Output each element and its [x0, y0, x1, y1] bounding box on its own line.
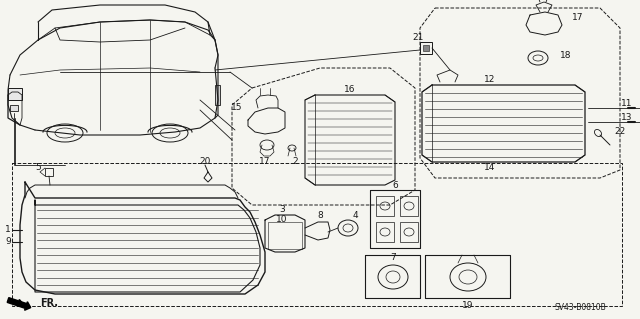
- Text: 5: 5: [35, 164, 41, 173]
- Text: 1: 1: [5, 225, 11, 234]
- Text: 12: 12: [484, 76, 496, 85]
- Text: 3: 3: [279, 205, 285, 214]
- Bar: [8, 88, 22, 100]
- Text: 19: 19: [462, 300, 474, 309]
- Text: 2: 2: [292, 158, 298, 167]
- Text: 10: 10: [276, 216, 288, 225]
- Text: 6: 6: [392, 181, 398, 189]
- Bar: [45, 168, 53, 176]
- Text: 15: 15: [230, 103, 242, 113]
- Bar: [376, 222, 394, 242]
- Text: 17: 17: [572, 13, 584, 23]
- Bar: [423, 45, 429, 51]
- Text: FR.: FR.: [40, 298, 58, 308]
- Text: 14: 14: [484, 162, 496, 172]
- Text: 20: 20: [199, 158, 211, 167]
- Text: 18: 18: [560, 50, 572, 60]
- Text: SV43-B0810B: SV43-B0810B: [554, 302, 606, 311]
- Bar: [268, 222, 302, 249]
- Bar: [215, 85, 220, 105]
- FancyArrow shape: [7, 298, 31, 310]
- Text: 17: 17: [259, 158, 271, 167]
- Text: 11: 11: [621, 99, 632, 108]
- Text: 13: 13: [621, 114, 632, 122]
- Bar: [420, 42, 432, 54]
- Bar: [12, 163, 622, 306]
- Bar: [400, 196, 418, 216]
- Text: 7: 7: [390, 254, 396, 263]
- Text: 8: 8: [317, 211, 323, 219]
- Bar: [376, 196, 394, 216]
- Bar: [400, 222, 418, 242]
- Text: 16: 16: [344, 85, 356, 94]
- Text: 4: 4: [352, 211, 358, 219]
- Bar: [10, 105, 18, 111]
- Text: 21: 21: [412, 33, 424, 42]
- Text: 9: 9: [5, 236, 11, 246]
- Text: 22: 22: [614, 128, 625, 137]
